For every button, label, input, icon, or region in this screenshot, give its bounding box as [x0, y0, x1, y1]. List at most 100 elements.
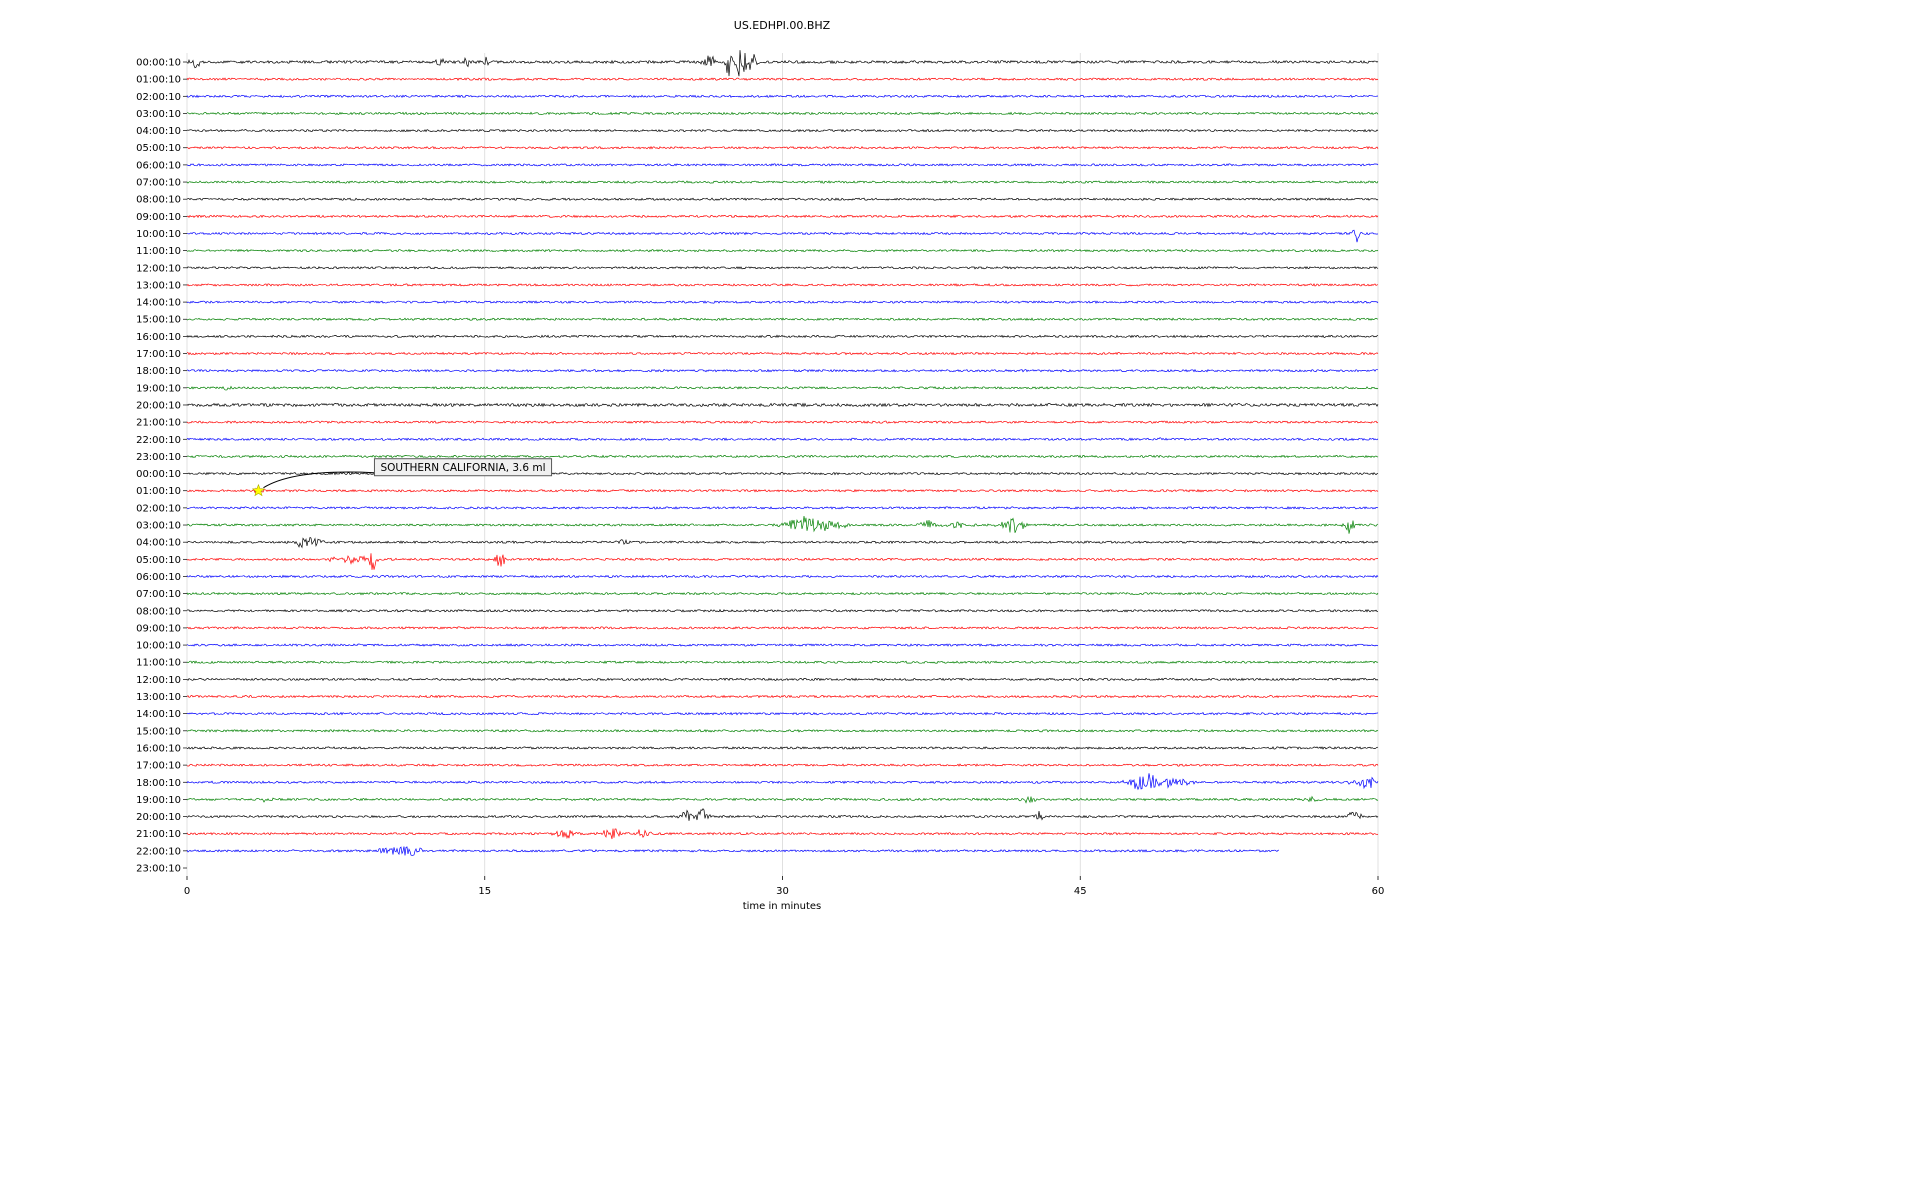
y-tick-label: 04:00:10 [136, 126, 181, 137]
y-tick-label: 16:00:10 [136, 743, 181, 754]
x-tick-label: 45 [1074, 886, 1087, 897]
x-tick-label: 0 [184, 886, 190, 897]
seismogram-trace-42 [186, 773, 1379, 791]
annotation-arrow [263, 471, 375, 489]
seismogram-trace-28 [186, 536, 1379, 549]
y-tick-label: 05:00:10 [136, 143, 181, 154]
y-tick-label: 22:00:10 [136, 846, 181, 857]
y-tick-label: 17:00:10 [136, 761, 181, 772]
seismogram-trace-31 [186, 591, 1379, 596]
seismogram-trace-33 [186, 626, 1379, 630]
event-star-icon [251, 483, 265, 497]
y-tick-label: 19:00:10 [136, 383, 181, 394]
y-tick-label: 14:00:10 [136, 298, 181, 309]
x-tick-label: 15 [478, 886, 491, 897]
seismogram-trace-20 [186, 402, 1379, 408]
y-tick-label: 20:00:10 [136, 400, 181, 411]
y-tick-label: 20:00:10 [136, 812, 181, 823]
seismogram-trace-12 [186, 266, 1379, 270]
y-tick-label: 03:00:10 [136, 521, 181, 532]
seismogram-trace-4 [186, 128, 1379, 133]
y-tick-label: 01:00:10 [136, 75, 181, 86]
y-tick-label: 21:00:10 [136, 418, 181, 429]
annotation-label: SOUTHERN CALIFORNIA, 3.6 ml [380, 462, 545, 474]
seismogram-trace-16 [186, 334, 1379, 339]
y-tick-label: 04:00:10 [136, 538, 181, 549]
y-tick-label: 06:00:10 [136, 160, 181, 171]
seismogram-trace-34 [186, 643, 1379, 647]
y-tick-label: 08:00:10 [136, 606, 181, 617]
seismogram-trace-13 [186, 283, 1379, 287]
seismogram-trace-11 [186, 248, 1379, 253]
y-tick-label: 21:00:10 [136, 829, 181, 840]
y-tick-label: 01:00:10 [136, 486, 181, 497]
y-tick-label: 23:00:10 [136, 452, 181, 463]
seismogram-trace-27 [186, 516, 1379, 534]
annotation-box [373, 458, 553, 477]
y-tick-label: 09:00:10 [136, 212, 181, 223]
seismogram-trace-18 [186, 368, 1379, 373]
y-tick-label: 18:00:10 [136, 778, 181, 789]
y-tick-label: 09:00:10 [136, 623, 181, 634]
seismogram-trace-3 [186, 111, 1379, 116]
y-tick-label: 16:00:10 [136, 332, 181, 343]
seismogram-trace-22 [186, 437, 1379, 442]
seismogram-trace-5 [186, 145, 1379, 150]
seismogram-trace-32 [187, 608, 1379, 613]
y-tick-label: 11:00:10 [136, 658, 181, 669]
y-tick-label: 19:00:10 [136, 795, 181, 806]
seismogram-trace-15 [186, 317, 1379, 322]
chart-title: US.EDHPI.00.BHZ [734, 19, 831, 32]
y-tick-label: 02:00:10 [136, 92, 181, 103]
x-tick-label: 30 [776, 886, 789, 897]
y-tick-label: 06:00:10 [136, 572, 181, 583]
seismogram-trace-23 [186, 454, 1379, 459]
y-tick-label: 12:00:10 [136, 263, 181, 274]
seismogram-trace-14 [186, 300, 1379, 304]
seismogram-trace-6 [186, 163, 1379, 167]
y-tick-label: 23:00:10 [136, 864, 181, 875]
y-tick-label: 14:00:10 [136, 709, 181, 720]
y-tick-label: 10:00:10 [136, 229, 181, 240]
seismogram-trace-30 [186, 574, 1379, 579]
seismogram-trace-25 [187, 487, 1379, 494]
seismogram-trace-29 [186, 553, 1378, 570]
seismogram-trace-41 [186, 763, 1379, 767]
seismogram-trace-45 [186, 828, 1379, 840]
y-tick-label: 00:00:10 [136, 58, 181, 69]
y-tick-label: 22:00:10 [136, 435, 181, 446]
seismogram-trace-26 [186, 505, 1379, 510]
y-tick-label: 13:00:10 [136, 280, 181, 291]
y-tick-label: 10:00:10 [136, 641, 181, 652]
y-tick-label: 17:00:10 [136, 349, 181, 360]
seismogram-trace-40 [186, 746, 1379, 750]
seismogram-trace-46 [186, 846, 1280, 856]
y-tick-label: 11:00:10 [136, 246, 181, 257]
y-tick-label: 05:00:10 [136, 555, 181, 566]
y-tick-label: 15:00:10 [136, 315, 181, 326]
y-tick-label: 12:00:10 [136, 675, 181, 686]
y-tick-label: 08:00:10 [136, 195, 181, 206]
y-tick-label: 15:00:10 [136, 726, 181, 737]
seismogram-trace-2 [186, 94, 1379, 99]
seismogram-trace-39 [186, 729, 1379, 733]
y-tick-label: 02:00:10 [136, 503, 181, 514]
seismogram-trace-0 [186, 50, 1379, 77]
seismogram-trace-19 [186, 385, 1379, 391]
y-tick-label: 13:00:10 [136, 692, 181, 703]
seismogram-trace-9 [186, 214, 1379, 219]
seismogram-trace-43 [186, 795, 1379, 804]
seismogram-trace-7 [186, 180, 1379, 184]
x-axis-label: time in minutes [743, 901, 822, 912]
seismogram-trace-1 [186, 77, 1379, 81]
seismogram-trace-36 [186, 677, 1379, 682]
seismogram-trace-21 [186, 420, 1379, 424]
seismogram-trace-8 [186, 197, 1379, 201]
seismogram-trace-35 [186, 660, 1379, 664]
y-tick-label: 07:00:10 [136, 589, 181, 600]
seismogram-trace-10 [187, 229, 1378, 243]
seismogram-trace-17 [186, 351, 1379, 356]
seismogram-trace-37 [186, 694, 1379, 699]
